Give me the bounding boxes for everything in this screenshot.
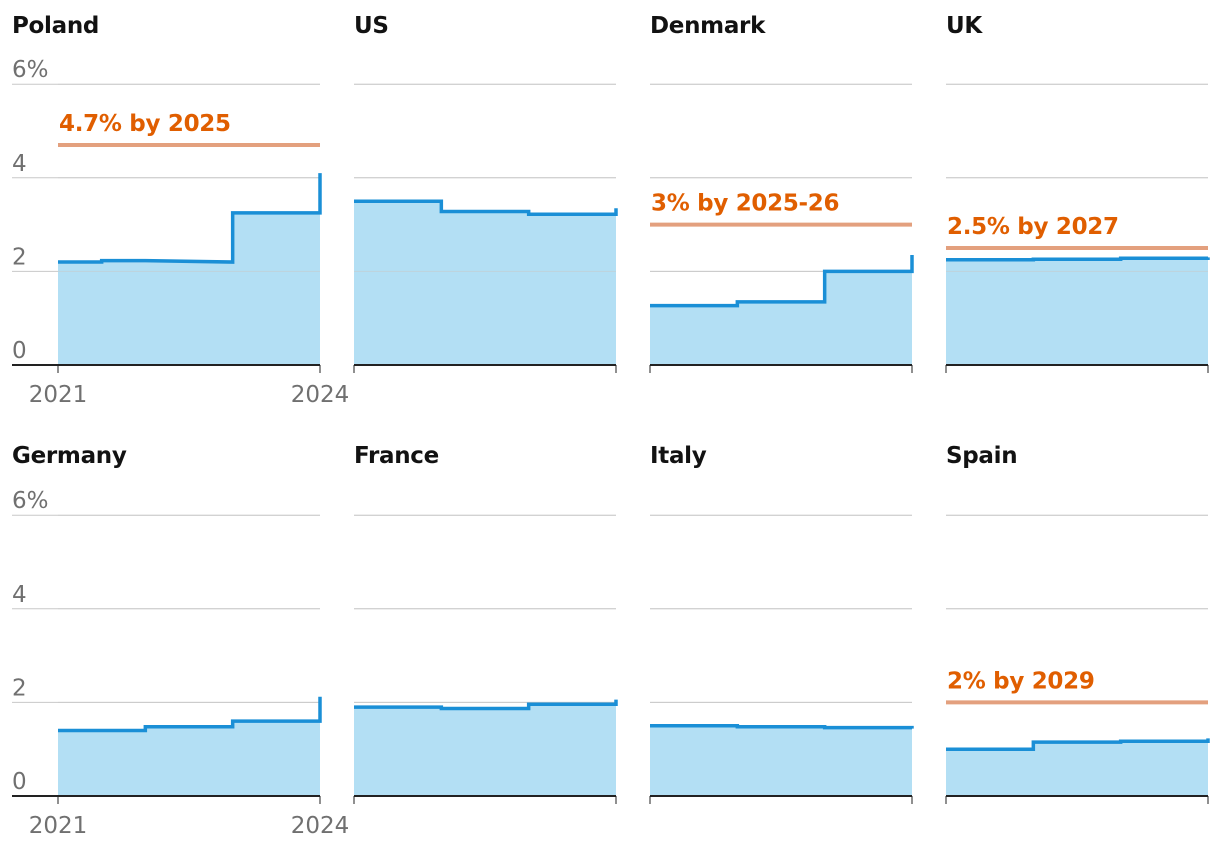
panel-denmark: Denmark 3% by 2025-26 [649,13,914,373]
panel-poland: Poland 4.7% by 2025 0 2 4 6% 2021 2024 [12,13,349,408]
panel-title: UK [946,13,983,39]
series-line [58,696,322,733]
y-tick-label: 0 [12,338,27,364]
target-label: 3% by 2025-26 [651,191,839,217]
y-tick-label: 6% [12,488,49,514]
panel-spain: Spain 2% by 2029 [945,443,1210,804]
area-fill [354,699,616,796]
x-tick-label: 2024 [291,382,350,408]
area-fill [946,738,1208,796]
series-line [354,699,618,711]
area-fill [650,725,912,796]
series-line [946,738,1210,751]
series-line [946,256,1210,262]
area-fill [650,255,912,365]
y-tick-label: 4 [12,151,27,177]
series-line [58,173,322,264]
panel-uk: UK 2.5% by 2027 [945,13,1210,373]
panel-title: Italy [650,443,707,469]
x-tick-label: 2021 [29,813,88,839]
panel-germany: Germany 0 2 4 6% 2021 2024 [12,443,349,839]
y-tick-label: 2 [12,244,27,270]
y-tick-label: 0 [12,769,27,795]
panel-title: Spain [946,443,1017,469]
y-tick-label: 2 [12,675,27,701]
panel-title: Poland [12,13,99,39]
x-tick-label: 2024 [291,813,350,839]
y-tick-label: 6% [12,57,49,83]
x-tick-label: 2021 [29,382,88,408]
panel-title: France [354,443,439,469]
panel-title: Germany [12,443,127,469]
area-fill [58,173,320,365]
area-fill [58,696,320,796]
series-line [650,255,914,308]
area-fill [946,257,1208,365]
panel-us: US [353,13,618,373]
target-label: 2.5% by 2027 [947,214,1119,240]
panel-title: Denmark [650,13,766,39]
panel-italy: Italy [649,443,914,804]
target-label: 2% by 2029 [947,668,1095,694]
target-label: 4.7% by 2025 [59,111,231,137]
panel-title: US [354,13,389,39]
area-fill [354,201,616,365]
panel-france: France [353,443,618,804]
series-line [354,199,618,217]
series-line [650,724,914,730]
y-tick-label: 4 [12,582,27,608]
